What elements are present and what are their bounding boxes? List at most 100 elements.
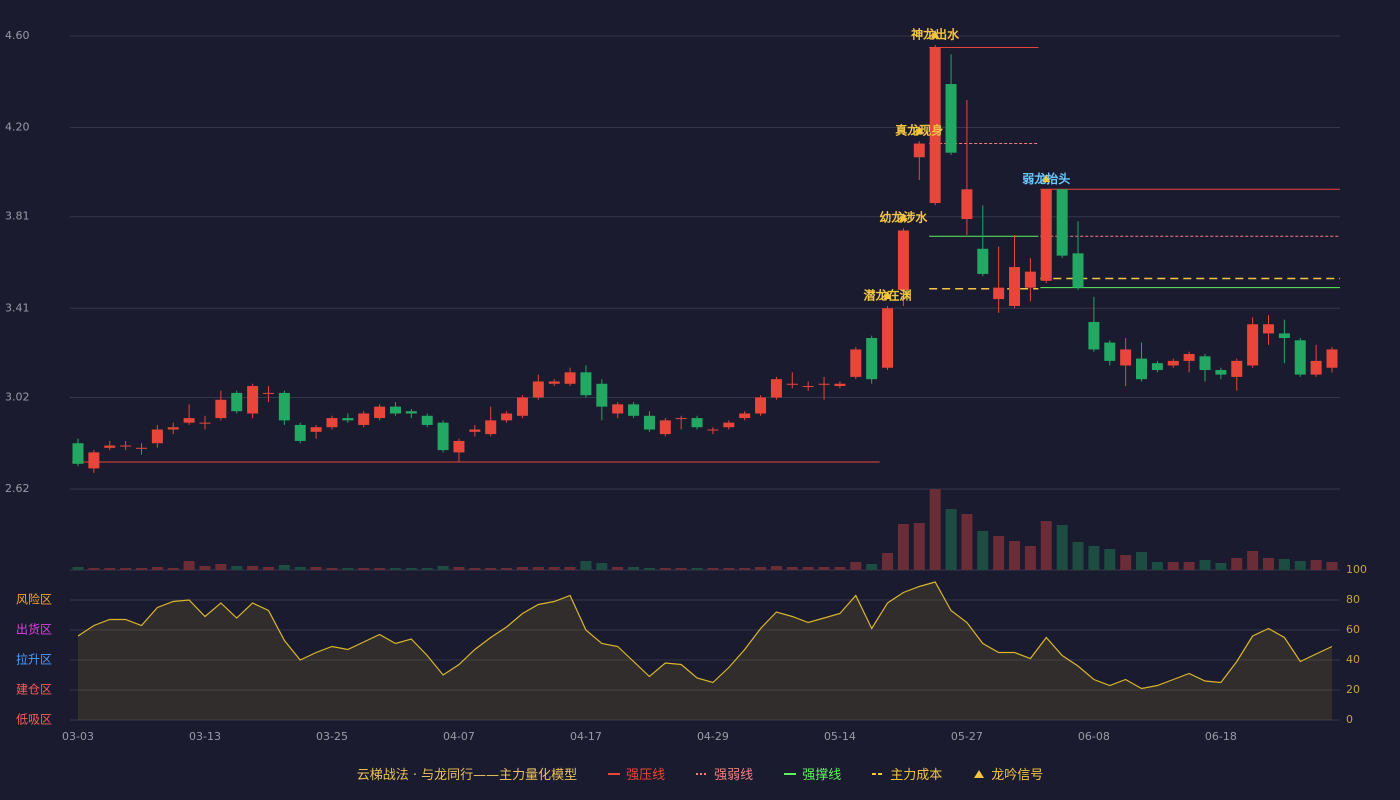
volume-bar (1215, 563, 1227, 570)
volume-bar (72, 567, 84, 570)
candle-body (802, 386, 814, 388)
candle-body (628, 404, 640, 416)
volume-bar (1072, 542, 1084, 570)
volume-bar (1310, 560, 1322, 570)
candle-body (374, 406, 386, 419)
y-tick-label: 4.60 (5, 29, 30, 42)
legend-symbol (608, 772, 621, 775)
legend-item: 龙吟信号 (972, 764, 1043, 783)
x-tick-label: 06-08 (1078, 730, 1110, 743)
candle-body (1231, 360, 1243, 377)
volume-bar (659, 568, 671, 570)
candle-body (167, 427, 179, 430)
y-tick-label: 4.20 (5, 121, 30, 134)
candle-body (183, 418, 195, 423)
candle-body (548, 381, 560, 384)
volume-bar (977, 531, 989, 570)
candle-body (1199, 356, 1211, 371)
zone-label: 出货区 (16, 622, 52, 637)
legend-item: 强压线 (607, 764, 665, 783)
volume-bar (120, 568, 132, 570)
candle-body (755, 397, 767, 414)
volume-bar (135, 568, 147, 570)
volume-bar (691, 568, 703, 570)
candle-body (564, 372, 576, 384)
volume-bar (882, 553, 894, 570)
volume-bar (834, 567, 846, 570)
volume-bar (532, 567, 544, 570)
zone-label: 建仓区 (16, 683, 52, 697)
signal-marker (883, 290, 892, 299)
candle-body (294, 424, 306, 441)
legend-symbol (872, 772, 885, 775)
zone-label: 低吸区 (16, 713, 52, 727)
volume-bar (501, 568, 513, 570)
signal-marker (931, 30, 940, 39)
x-tick-label: 04-17 (570, 730, 602, 743)
volume-bar (1247, 551, 1259, 570)
y-tick-label: 3.02 (5, 390, 30, 403)
zone-label: 风险区 (16, 592, 52, 607)
candle-body (231, 392, 243, 412)
zone-label: 拉升区 (16, 652, 52, 667)
volume-bar (389, 568, 401, 570)
y2-tick-label: 100 (1346, 563, 1367, 576)
volume-bar (1151, 562, 1163, 570)
signal-marker (1042, 174, 1051, 183)
volume-bar (1024, 546, 1036, 570)
x-tick-label: 03-25 (316, 730, 348, 743)
candle-body (977, 248, 989, 274)
x-tick-label: 03-13 (189, 730, 221, 743)
candle-body (691, 418, 703, 428)
candle-body (659, 420, 671, 435)
y2-tick-label: 80 (1346, 593, 1360, 606)
volume-bar (770, 566, 782, 570)
volume-bar (1231, 558, 1243, 570)
x-tick-label: 05-14 (824, 730, 856, 743)
volume-bar (945, 509, 957, 570)
volume-bar (183, 561, 195, 570)
candle-body (897, 230, 909, 290)
volume-bar (755, 567, 767, 570)
candle-body (1120, 349, 1132, 366)
volume-bar (818, 567, 830, 570)
volume-bar (1056, 525, 1068, 570)
y2-tick-label: 0 (1346, 713, 1353, 726)
volume-bar (199, 566, 211, 570)
volume-bar (612, 567, 624, 570)
volume-bar (453, 567, 465, 570)
candle-body (421, 415, 433, 425)
candle-body (1056, 189, 1068, 256)
x-tick-label: 04-29 (697, 730, 729, 743)
volume-bar (897, 524, 909, 570)
candle-body (88, 452, 100, 469)
volume-bar (723, 568, 735, 570)
candle-body (1088, 321, 1100, 350)
candle-body (580, 372, 592, 396)
candle-body (1072, 253, 1084, 288)
y2-tick-label: 40 (1346, 653, 1360, 666)
signal-marker (915, 126, 924, 135)
legend-triangle (974, 769, 985, 778)
candle-body (516, 397, 528, 416)
candle-body (199, 422, 211, 424)
legend-symbol (784, 772, 797, 775)
candle-body (310, 427, 322, 432)
legend-label: 主力成本 (890, 768, 943, 783)
volume-bar (866, 564, 878, 570)
volume-bar (1088, 546, 1100, 570)
candle-body (850, 349, 862, 377)
volume-bar (278, 565, 290, 570)
legend: 云梯战法 · 与龙同行——主力量化模型 强压线 强弱线 强撑线 主力成本 龙吟信号 (0, 764, 1400, 783)
candle-body (151, 429, 163, 444)
candle-body (1151, 363, 1163, 371)
volume-bar (374, 568, 386, 570)
legend-item: 主力成本 (871, 764, 942, 783)
volume-bar (739, 568, 751, 570)
volume-bar (913, 523, 925, 570)
volume-bar (342, 568, 354, 570)
candle-body (215, 399, 227, 419)
x-tick-label: 04-07 (443, 730, 475, 743)
candle-body (469, 429, 481, 432)
